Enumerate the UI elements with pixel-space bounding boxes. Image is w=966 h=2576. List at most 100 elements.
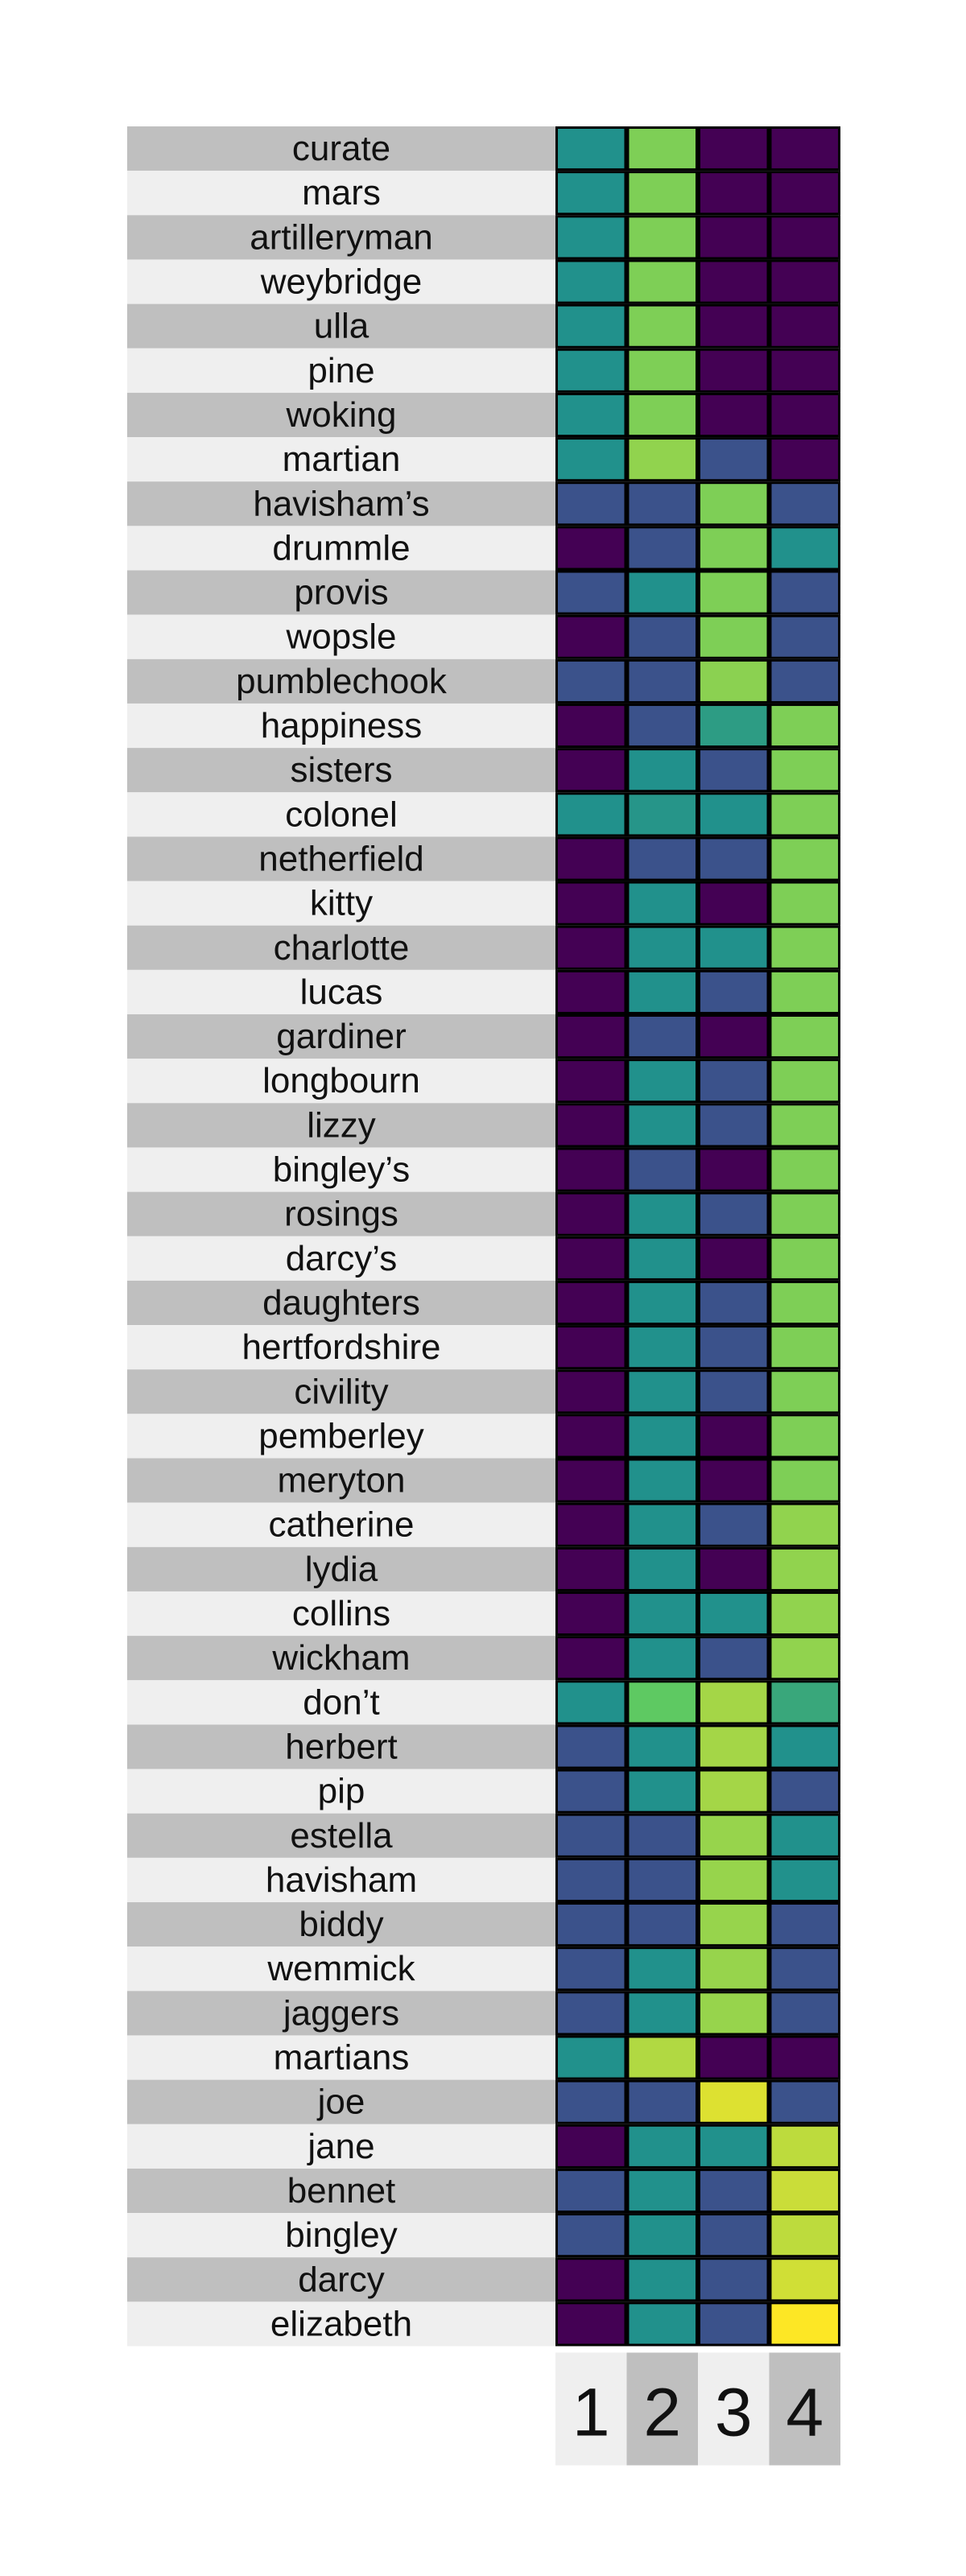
heatmap-cell: [626, 1636, 698, 1681]
row-stripe: [127, 2257, 555, 2302]
heatmap-cell: [698, 1369, 770, 1414]
heatmap-cell: [555, 171, 627, 216]
row-stripe: [127, 392, 555, 438]
heatmap-cell: [698, 348, 770, 393]
row-label: civility: [294, 1372, 388, 1411]
row-label: wemmick: [266, 1949, 415, 1988]
heatmap-cell: [698, 1813, 770, 1858]
heatmap-cell: [769, 1236, 840, 1281]
heatmap-cell: [698, 2035, 770, 2080]
heatmap-cell: [626, 215, 698, 260]
heatmap-cell: [555, 303, 627, 349]
heatmap-cell: [698, 1414, 770, 1459]
heatmap-cell: [769, 1414, 840, 1459]
heatmap-cell: [769, 215, 840, 260]
heatmap-cell: [769, 126, 840, 171]
row-label: pine: [308, 351, 374, 390]
row-stripe: [127, 1857, 555, 1902]
heatmap-cell: [626, 437, 698, 482]
heatmap-cell: [698, 392, 770, 438]
heatmap-cell: [769, 748, 840, 793]
row-label: joe: [316, 2083, 365, 2122]
heatmap-cell: [626, 1769, 698, 1814]
heatmap-cell: [769, 969, 840, 1014]
heatmap-cell: [769, 171, 840, 216]
heatmap-cell: [555, 1946, 627, 1992]
heatmap-cell: [698, 126, 770, 171]
heatmap-cell: [626, 481, 698, 526]
row-label: bingley: [285, 2215, 397, 2255]
row-stripe: [127, 1059, 555, 1104]
heatmap-cell: [698, 2079, 770, 2124]
row-stripe: [127, 259, 555, 304]
heatmap-cell: [626, 171, 698, 216]
heatmap-cell: [626, 570, 698, 615]
heatmap-cell: [698, 215, 770, 260]
heatmap-cell: [626, 614, 698, 659]
heatmap-cell: [626, 303, 698, 349]
heatmap-cell: [698, 481, 770, 526]
heatmap-cell: [769, 1724, 840, 1769]
heatmap-cell: [555, 1769, 627, 1814]
row-label: artilleryman: [250, 217, 432, 257]
heatmap-cell: [769, 2035, 840, 2080]
heatmap-cell: [555, 1325, 627, 1370]
row-label: herbert: [285, 1727, 397, 1766]
row-label: happiness: [261, 706, 423, 745]
heatmap-cell: [555, 259, 627, 304]
row-stripe: [127, 171, 555, 216]
heatmap-cell: [698, 1191, 770, 1236]
heatmap-cell: [626, 881, 698, 926]
row-stripe: [127, 614, 555, 659]
heatmap-cell: [698, 969, 770, 1014]
heatmap-cell: [698, 1014, 770, 1059]
row-label: colonel: [285, 795, 397, 834]
heatmap-cell: [555, 881, 627, 926]
column-label: 4: [786, 2375, 824, 2450]
row-label: rosings: [284, 1195, 398, 1234]
heatmap-cell: [698, 2257, 770, 2302]
row-stripe: [127, 1280, 555, 1326]
heatmap-cell: [555, 1724, 627, 1769]
heatmap-cell: [626, 126, 698, 171]
heatmap-cell: [626, 1902, 698, 1947]
row-label: provis: [294, 573, 388, 613]
heatmap-cell: [555, 614, 627, 659]
heatmap-cell: [698, 2301, 770, 2347]
heatmap-cell: [555, 969, 627, 1014]
row-label: pumblechook: [236, 662, 448, 701]
heatmap-cell: [626, 1502, 698, 1547]
row-label: collins: [292, 1594, 390, 1633]
heatmap-cell: [626, 1280, 698, 1326]
row-stripe: [127, 303, 555, 349]
row-label: catherine: [268, 1505, 414, 1545]
heatmap-cell: [698, 614, 770, 659]
row-stripe: [127, 881, 555, 926]
row-stripe: [127, 1369, 555, 1414]
heatmap-cell: [698, 1902, 770, 1947]
row-label: drummle: [272, 528, 410, 568]
heatmap-cell: [555, 1502, 627, 1547]
heatmap-cell: [555, 1236, 627, 1281]
row-label: estella: [290, 1816, 393, 1856]
heatmap-cell: [698, 925, 770, 970]
row-stripe: [127, 1502, 555, 1547]
heatmap-cell: [555, 2079, 627, 2124]
row-stripe: [127, 1724, 555, 1769]
row-stripe: [127, 1636, 555, 1681]
heatmap-cell: [555, 526, 627, 571]
row-stripe: [127, 215, 555, 260]
heatmap-cell: [769, 1059, 840, 1104]
heatmap-cell: [769, 1591, 840, 1637]
heatmap-cell: [555, 1191, 627, 1236]
heatmap-cell: [698, 1991, 770, 2036]
heatmap-cell: [626, 2124, 698, 2169]
heatmap-cell: [698, 792, 770, 837]
row-label: don’t: [303, 1682, 379, 1722]
row-label: hertfordshire: [242, 1327, 440, 1367]
heatmap-cell: [555, 215, 627, 260]
heatmap-cell: [769, 1014, 840, 1059]
heatmap-cell: [626, 2168, 698, 2214]
heatmap-cell: [626, 2213, 698, 2258]
